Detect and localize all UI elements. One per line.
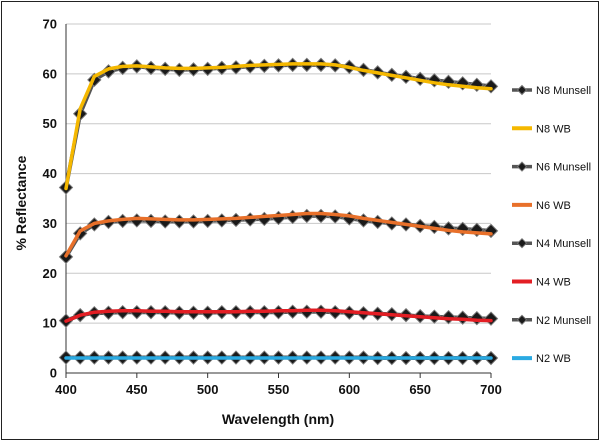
- x-tick-label: 550: [268, 382, 290, 397]
- legend-label: N4 Munsell: [536, 238, 591, 250]
- legend-item-n8-wb: N8 WB: [512, 123, 571, 135]
- legend-label: N8 WB: [536, 123, 571, 135]
- y-tick-labels: 0 10 20 30 40 50 60 70: [43, 17, 57, 381]
- data-point-n6-munsell: [313, 208, 329, 224]
- legend-marker: [516, 84, 528, 96]
- data-point-n8-munsell: [441, 74, 456, 90]
- series-line-n6-wb: [64, 211, 493, 258]
- legend-item-n2-munsell: N2 Munsell: [512, 314, 591, 327]
- legend-label: N2 Munsell: [536, 315, 591, 327]
- series-n6-wb: [64, 211, 493, 258]
- y-tick-label: 10: [43, 316, 57, 331]
- legend-label: N8 Munsell: [536, 85, 591, 97]
- legend: N8 Munsell N8 WB N6 Munsell N6 WB N4 Munsell…: [512, 84, 591, 365]
- y-tick-label: 70: [43, 17, 57, 32]
- legend-item-n4-munsell: N4 Munsell: [512, 237, 591, 250]
- y-tick-label: 30: [43, 216, 57, 231]
- data-point-n6-munsell: [299, 208, 315, 224]
- legend-item-n8-munsell: N8 Munsell: [512, 84, 591, 97]
- data-point-n8-munsell: [483, 79, 499, 94]
- legend-item-n6-munsell: N6 Munsell: [512, 161, 591, 174]
- x-tick-label: 500: [197, 382, 219, 397]
- data-point-n6-munsell: [143, 213, 159, 229]
- data-point-n6-munsell: [157, 214, 173, 229]
- legend-item-n4-wb: N4 WB: [512, 277, 571, 289]
- legend-marker: [516, 237, 528, 249]
- y-axis-label: % Reflectance: [13, 155, 29, 250]
- legend-label: N6 Munsell: [536, 162, 591, 174]
- data-point-n4-munsell: [483, 311, 499, 326]
- x-tick-labels: 400 450 500 550 600 650 700: [55, 382, 502, 397]
- legend-label: N4 WB: [536, 277, 571, 289]
- x-tick-label: 450: [126, 382, 148, 397]
- y-tick-label: 40: [43, 166, 57, 181]
- axes: [65, 24, 492, 378]
- y-tick-label: 50: [43, 116, 57, 131]
- series-layer: [58, 57, 499, 366]
- legend-item-n2-wb: N2 WB: [512, 353, 571, 365]
- data-point-n6-munsell: [285, 209, 300, 225]
- x-tick-label: 700: [480, 382, 502, 397]
- x-tick-label: 400: [55, 382, 77, 397]
- legend-label: N6 WB: [536, 200, 571, 212]
- x-tick-label: 650: [409, 382, 431, 397]
- y-tick-label: 60: [43, 66, 57, 81]
- x-axis-label: Wavelength (nm): [222, 411, 334, 427]
- series-n8-wb: [64, 62, 493, 191]
- series-n4-wb: [64, 308, 493, 323]
- x-tick-label: 600: [338, 382, 360, 397]
- series-line-n4-wb: [64, 308, 493, 323]
- legend-marker: [516, 161, 528, 172]
- legend-item-n6-wb: N6 WB: [512, 200, 571, 212]
- legend-marker: [516, 314, 528, 326]
- series-line-n8-wb: [64, 62, 493, 191]
- legend-label: N2 WB: [536, 353, 571, 365]
- y-tick-label: 0: [50, 366, 57, 381]
- data-point-n6-munsell: [271, 210, 286, 226]
- y-tick-label: 20: [43, 266, 57, 281]
